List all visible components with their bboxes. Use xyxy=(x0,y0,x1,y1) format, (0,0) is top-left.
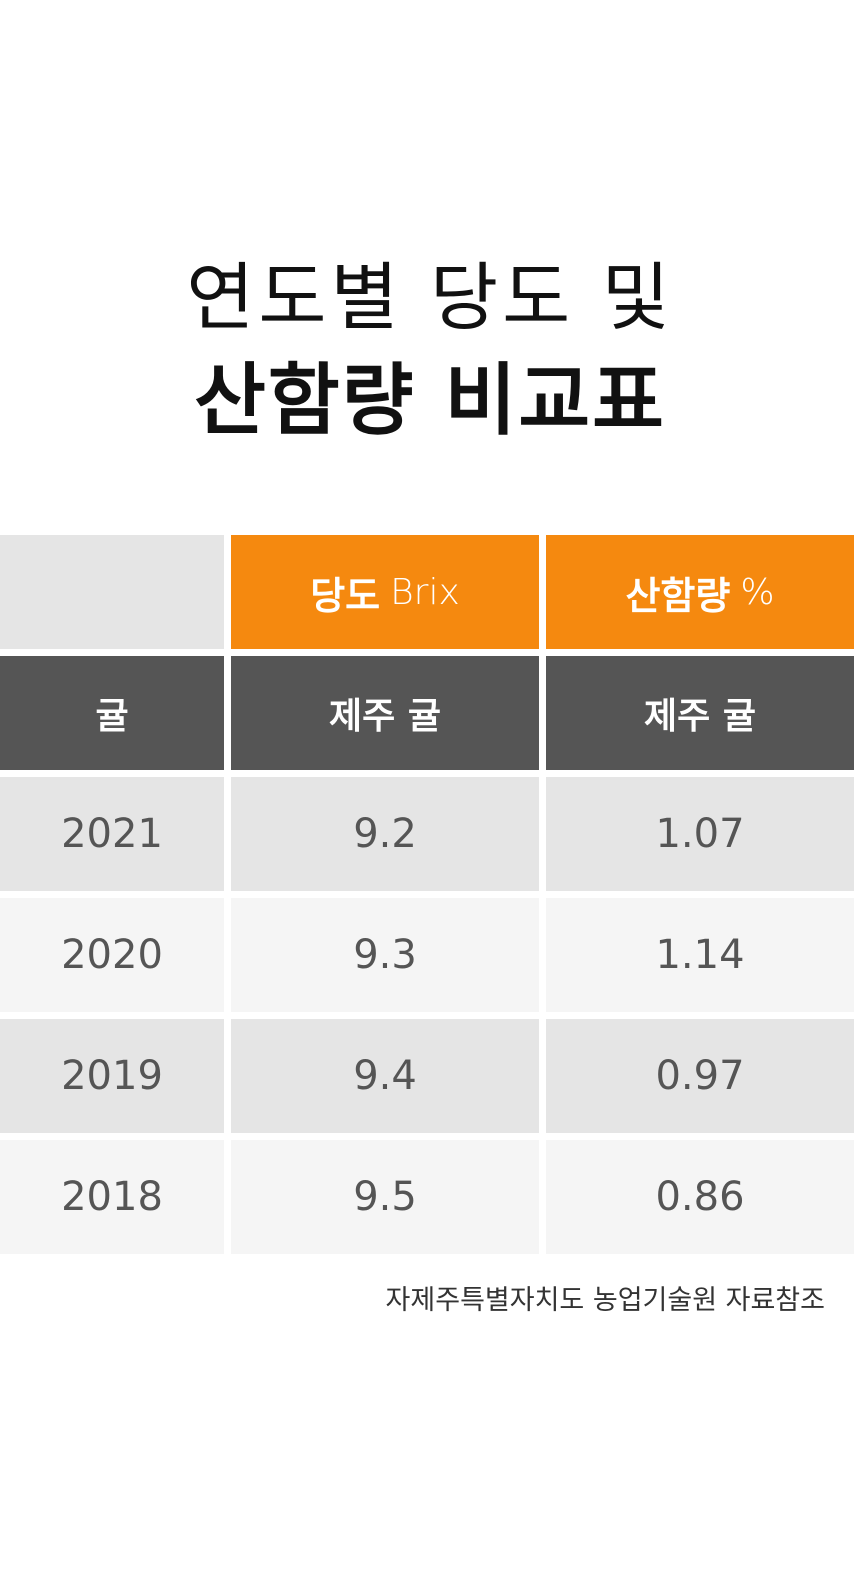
table-cell: 2019 xyxy=(0,1019,224,1133)
column-label: 당도 xyxy=(310,573,381,618)
title-line: 연도별 당도 및 xyxy=(186,255,674,341)
source-note: 자제주특별자치도 농업기술원 자료참조 xyxy=(385,1285,825,1316)
table-cell: 0.86 xyxy=(546,1140,854,1254)
table-cell: 2018 xyxy=(0,1140,224,1254)
table-cell: 9.5 xyxy=(231,1140,539,1254)
table-cell: 2021 xyxy=(0,777,224,891)
title-line: 산함량 비교표 xyxy=(194,356,666,446)
subheader-cell: 제주 귤 xyxy=(546,656,854,770)
table-cell: 9.4 xyxy=(231,1019,539,1133)
header-cell xyxy=(0,535,224,649)
table-cell: 1.07 xyxy=(546,777,854,891)
column-unit: Brix xyxy=(390,571,460,613)
header-cell: 산함량% xyxy=(546,535,854,649)
column-label: 산함량 xyxy=(625,573,731,618)
subheader-cell: 제주 귤 xyxy=(231,656,539,770)
column-unit: % xyxy=(740,571,775,613)
table-cell: 9.2 xyxy=(231,777,539,891)
table-cell: 9.3 xyxy=(231,898,539,1012)
subheader-cell: 귤 xyxy=(0,656,224,770)
table-cell: 2020 xyxy=(0,898,224,1012)
header-cell: 당도 Brix xyxy=(231,535,539,649)
table-cell: 1.14 xyxy=(546,898,854,1012)
table-cell: 0.97 xyxy=(546,1019,854,1133)
